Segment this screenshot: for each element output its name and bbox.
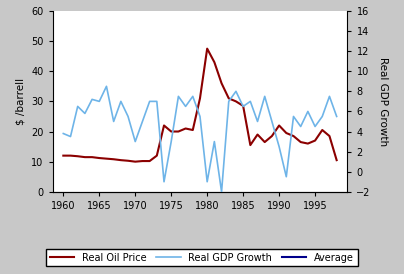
Y-axis label: Real GDP Growth: Real GDP Growth (377, 57, 387, 146)
Y-axis label: $ /barrell: $ /barrell (16, 78, 25, 125)
Legend: Real Oil Price, Real GDP Growth, Average: Real Oil Price, Real GDP Growth, Average (46, 249, 358, 266)
